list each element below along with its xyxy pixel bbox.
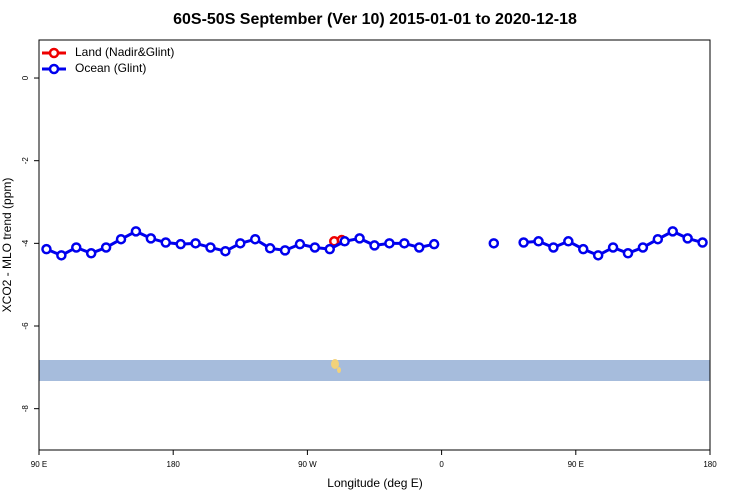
data-point	[339, 236, 350, 247]
plot-frame	[38, 39, 711, 451]
data-point	[369, 240, 380, 251]
data-point	[592, 250, 604, 261]
data-point	[205, 242, 216, 253]
data-point	[533, 236, 544, 247]
data-point	[413, 242, 425, 253]
data-point	[145, 233, 157, 244]
chart-title: 60S-50S September (Ver 10) 2015-01-01 to…	[173, 11, 577, 28]
data-point	[100, 242, 112, 253]
data-point	[667, 226, 678, 237]
legend-label: Land (Nadir&Glint)	[75, 45, 174, 59]
legend-marker	[48, 47, 60, 59]
x-tick-label: 90 E	[568, 460, 584, 469]
data-point	[85, 248, 97, 259]
data-point	[71, 242, 82, 253]
data-point	[190, 238, 201, 249]
x-axis-label: Longitude (deg E)	[327, 476, 422, 490]
data-point	[682, 233, 693, 244]
data-point	[324, 243, 336, 255]
data-point	[264, 243, 276, 254]
data-point	[607, 242, 619, 253]
data-point	[115, 233, 127, 245]
data-point	[399, 238, 410, 249]
data-point	[309, 242, 321, 253]
data-point	[622, 248, 634, 259]
data-point	[160, 237, 171, 248]
data-point	[56, 250, 67, 261]
map-strip	[39, 360, 710, 381]
legend-label: Ocean (Glint)	[75, 61, 146, 75]
data-point	[294, 238, 306, 250]
data-point	[428, 238, 440, 250]
data-point	[130, 226, 142, 237]
x-tick-label: 90 E	[31, 460, 47, 469]
data-point	[697, 237, 708, 248]
y-tick-label: -2	[21, 157, 30, 165]
y-tick-label: -6	[21, 322, 30, 330]
data-point	[578, 243, 589, 255]
x-tick-label: 180	[703, 460, 717, 469]
data-point	[249, 233, 261, 245]
data-point	[235, 238, 246, 249]
land-shape	[337, 367, 341, 373]
data-point	[548, 242, 559, 253]
y-tick-label: -8	[21, 405, 30, 413]
data-point	[41, 243, 52, 255]
data-point	[652, 233, 664, 245]
y-axis-label: XCO2 - MLO trend (ppm)	[0, 178, 14, 313]
y-tick-label: -4	[21, 239, 30, 247]
data-point	[518, 237, 529, 248]
y-tick-label: 0	[21, 75, 30, 80]
x-tick-label: 90 W	[298, 460, 317, 469]
land-shape	[331, 359, 339, 369]
x-tick-label: 180	[167, 460, 181, 469]
data-point	[279, 245, 291, 256]
data-point	[563, 236, 574, 247]
legend-marker	[48, 63, 60, 75]
x-tick-label: 0	[439, 460, 444, 469]
data-point	[637, 242, 649, 253]
data-point	[488, 238, 500, 249]
data-point	[175, 238, 186, 250]
data-point	[384, 238, 395, 249]
data-point	[354, 233, 365, 244]
data-point	[220, 245, 231, 257]
